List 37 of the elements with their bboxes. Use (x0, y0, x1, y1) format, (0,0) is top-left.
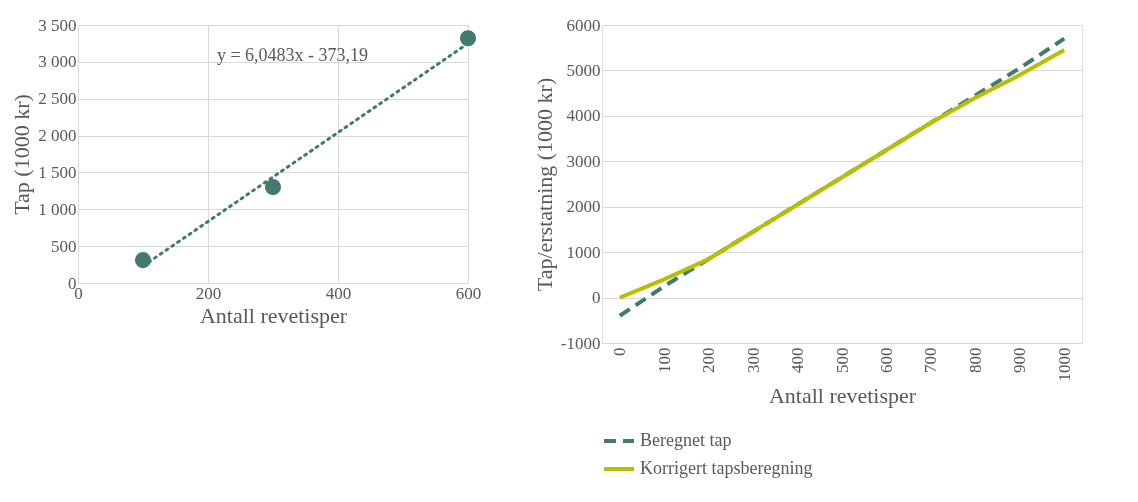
x-tick-label: 900 (1010, 347, 1030, 373)
y-tick-label: 2 500 (38, 89, 77, 109)
y-tick-label: 1000 (566, 242, 601, 262)
y-tick-label: 2 000 (38, 126, 77, 146)
x-tick-label: 400 (788, 347, 808, 373)
y-axis-title: Tap/erstatning (1000 kr) (531, 77, 557, 292)
x-tick-label: 200 (195, 283, 222, 303)
y-tick-label: 1 000 (38, 199, 77, 219)
y-tick-label: 5000 (566, 60, 601, 80)
point (264, 179, 282, 196)
x-tick-label: 700 (921, 347, 941, 373)
x-tick-label: 200 (699, 347, 719, 373)
y-tick-label: -1000 (560, 333, 601, 353)
y-axis-title: Tap (1000 kr) (9, 94, 35, 215)
legend-label: Korrigert tapsberegning (640, 458, 813, 478)
x-axis-title: Antall revetisper (768, 382, 917, 408)
y-tick-label: 1 500 (38, 162, 77, 182)
x-tick-label: 600 (455, 283, 482, 303)
x-tick-label: 800 (965, 347, 985, 373)
y-tick-label: 6000 (566, 15, 601, 35)
y-tick-label: 4000 (566, 106, 601, 126)
x-tick-label: 600 (876, 347, 896, 373)
y-tick-label: 500 (51, 236, 77, 256)
y-tick-label: 3000 (566, 151, 601, 171)
annotation: y = 6,0483x - 373,19 (216, 44, 369, 65)
y-tick-label: 3 000 (38, 52, 77, 72)
y-tick-label: 3 500 (38, 15, 77, 35)
x-axis-title: Antall revetisper (199, 302, 348, 328)
x-tick-label: 0 (610, 347, 630, 356)
legend-label: Beregnet tap (640, 430, 732, 450)
x-tick-label: 300 (743, 347, 763, 373)
point (459, 30, 477, 47)
x-tick-label: 100 (654, 347, 674, 373)
x-tick-label: 400 (325, 283, 352, 303)
x-tick-label: 500 (832, 347, 852, 373)
y-tick-label: 2000 (566, 197, 601, 217)
x-tick-label: 1000 (1054, 347, 1074, 382)
